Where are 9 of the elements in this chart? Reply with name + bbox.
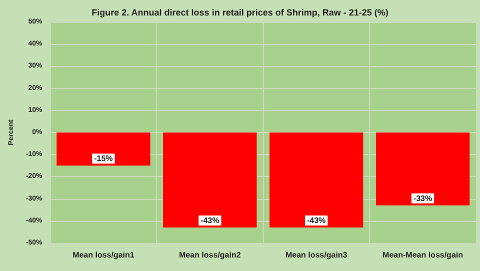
- data-label: -15%: [94, 154, 113, 164]
- data-label: -43%: [306, 216, 326, 226]
- x-tick-label: Mean loss/gain1: [72, 250, 135, 260]
- chart-title: Figure 2. Annual direct loss in retail prices of Shrimp, Raw - 21-25 (%): [92, 8, 388, 18]
- x-tick-label: Mean loss/gain3: [285, 250, 348, 260]
- data-label: -33%: [413, 194, 432, 203]
- x-tick-label: Mean loss/gain2: [179, 250, 242, 260]
- x-tick-label: Mean-Mean loss/gain: [382, 250, 464, 260]
- data-label: -43%: [200, 216, 220, 226]
